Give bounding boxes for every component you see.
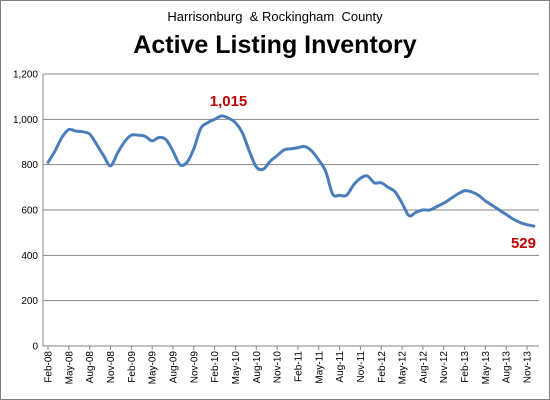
x-tick-label: Feb-08 [44,351,55,383]
x-tick-label: Aug-11 [335,351,346,383]
y-tick-label: 1,200 [13,70,38,81]
x-tick-label: Feb-09 [127,351,138,383]
x-tick-label: Nov-12 [439,351,450,384]
inventory-series-line [46,114,536,228]
y-tick-label: 0 [32,342,38,353]
x-tick-label: May-08 [64,351,75,385]
x-tick-label: Aug-10 [252,351,263,384]
y-tick-label: 400 [21,251,38,262]
x-tick-label: May-09 [148,351,159,385]
chart-subtitle: Harrisonburg & Rockingham County [167,9,383,24]
x-tick-label: Nov-11 [356,351,367,383]
x-tick-label: Feb-11 [293,351,304,382]
x-tick-label: May-12 [398,351,409,385]
y-tick-label: 600 [21,206,38,217]
x-tick-label: Nov-10 [273,351,284,384]
x-tick-label: Aug-09 [168,351,179,384]
x-tick-label: May-13 [481,351,492,385]
x-tick-label: Nov-09 [189,351,200,384]
y-tick-label: 1,000 [13,115,38,126]
y-tick-label: 800 [21,160,38,171]
y-tick-label: 200 [21,296,38,307]
x-tick-label: Feb-10 [210,351,221,383]
chart-title: Active Listing Inventory [133,31,417,59]
x-tick-label: May-10 [231,351,242,385]
x-tick-label: Aug-08 [85,351,96,384]
x-tick-label: Feb-12 [377,351,388,383]
data-label: 529 [511,235,536,252]
x-tick-label: Aug-13 [502,351,513,384]
data-label: 1,015 [210,93,248,110]
x-tick-label: Feb-13 [460,351,471,383]
x-tick-label: May-11 [314,351,325,384]
x-tick-label: Aug-12 [418,351,429,384]
x-tick-label: Nov-08 [106,351,117,384]
x-tick-label: Nov-13 [523,351,534,384]
